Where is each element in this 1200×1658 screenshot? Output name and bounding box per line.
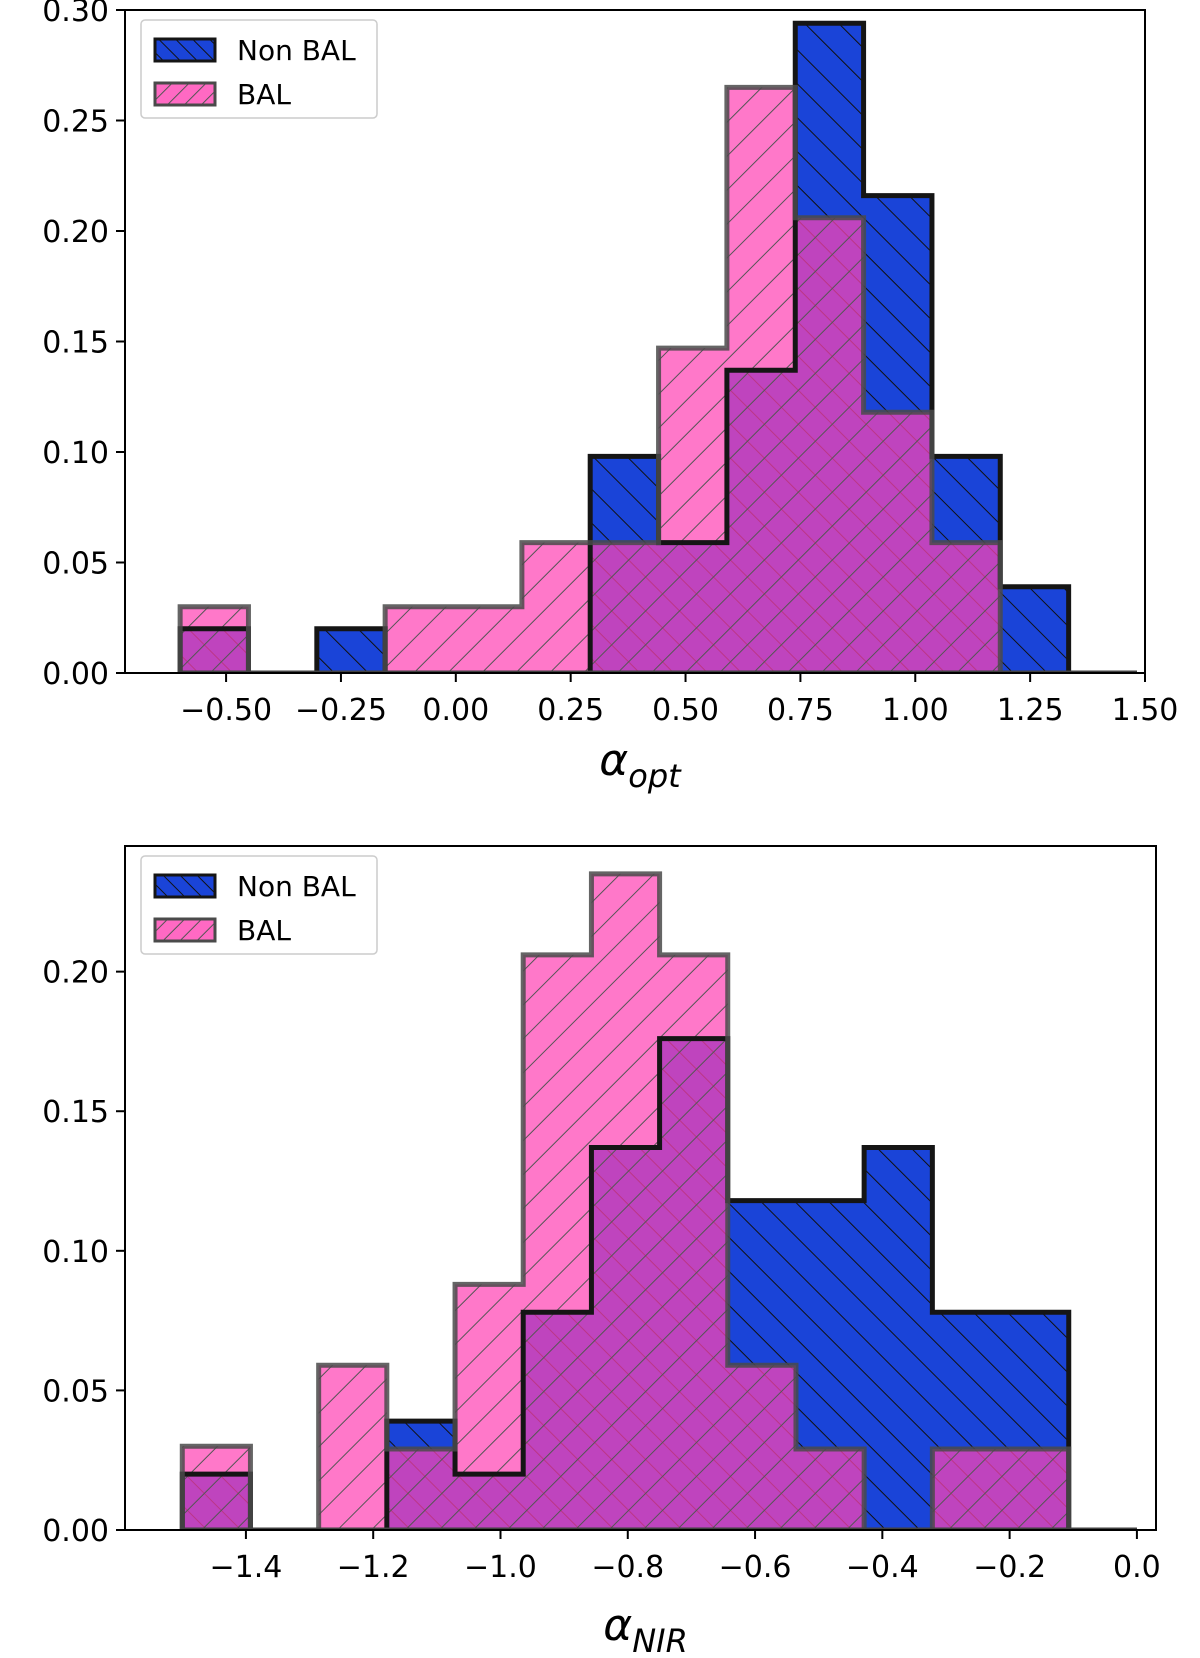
x-tick-label: −0.6 xyxy=(719,1550,792,1585)
bal-bar-9 xyxy=(796,1449,864,1530)
bal-bar-10 xyxy=(864,412,932,673)
x-tick-label: 0.00 xyxy=(422,693,489,728)
bal-bar-6 xyxy=(590,543,658,673)
bal-bar-6 xyxy=(591,874,659,1530)
bal-bar-7 xyxy=(660,955,728,1530)
legend: Non BAL BAL xyxy=(140,855,378,955)
nonbal-bar-10 xyxy=(864,1148,932,1530)
nir-histogram: −1.4 −1.2 −1.0 −0.8 −0.6 −0.4 −0.2 0.0 0.00 0.05 0… xyxy=(42,845,1161,1658)
bal-bar-11 xyxy=(932,543,1000,673)
x-tick-label: −1.2 xyxy=(337,1550,410,1585)
y-tick-label: 0.10 xyxy=(42,1235,109,1270)
legend: Non BAL BAL xyxy=(140,19,378,119)
x-tick-label: 0.75 xyxy=(767,693,834,728)
bal-bar-5 xyxy=(523,955,591,1530)
x-tick-label: −0.2 xyxy=(973,1550,1046,1585)
y-tick-label: 0.00 xyxy=(42,657,109,692)
nonbal-outline xyxy=(177,20,1137,673)
y-tick-label: 0.20 xyxy=(42,215,109,250)
x-tick-label: −0.8 xyxy=(591,1550,664,1585)
nonbal-bar-12 xyxy=(1000,587,1068,673)
x-tick-label: 0.50 xyxy=(652,693,719,728)
bal-bar-0 xyxy=(180,607,248,673)
y-tick-label: 0.05 xyxy=(42,1374,109,1409)
x-tick-label: −0.50 xyxy=(180,693,272,728)
x-tick-label: 1.50 xyxy=(1112,693,1179,728)
x-tick-label: 1.00 xyxy=(882,693,949,728)
bal-bar-8 xyxy=(727,87,795,673)
plot-area xyxy=(179,871,1137,1530)
y-tick-label: 0.05 xyxy=(42,547,109,582)
x-tick-label: −1.4 xyxy=(209,1550,282,1585)
x-axis-label: αopt xyxy=(599,735,682,795)
x-tick-label: 0.0 xyxy=(1113,1550,1161,1585)
bal-bar-2 xyxy=(319,1365,387,1530)
axes-frame xyxy=(124,845,1157,1531)
legend-swatch-nonbal xyxy=(153,37,217,63)
x-tick-label: 0.25 xyxy=(537,693,604,728)
bal-bar-8 xyxy=(728,1365,796,1530)
bal-outline xyxy=(177,84,1137,673)
legend-label-bal: BAL xyxy=(237,78,291,111)
x-tick-label: −0.25 xyxy=(295,693,387,728)
legend-swatch-bal xyxy=(153,917,217,943)
legend-swatch-nonbal xyxy=(153,873,217,899)
bal-bar-4 xyxy=(455,1284,523,1530)
y-tick-label: 0.10 xyxy=(42,436,109,471)
y-tick-label: 0.30 xyxy=(42,0,109,29)
bal-bar-3 xyxy=(385,607,453,673)
bal-bar-3 xyxy=(387,1449,455,1530)
y-tick-label: 0.15 xyxy=(42,1095,109,1130)
x-axis-label: αNIR xyxy=(603,1600,688,1658)
optical-histogram: −0.50 −0.25 0.00 0.25 0.50 0.75 1.00 1.25 1.50 0.… xyxy=(42,0,1178,795)
y-tick-label: 0.00 xyxy=(42,1514,109,1549)
legend-label-bal: BAL xyxy=(237,914,291,947)
bal-outline xyxy=(179,871,1137,1530)
nonbal-bar-2 xyxy=(317,629,385,673)
bal-bar-11 xyxy=(932,1449,1000,1530)
bal-bar-9 xyxy=(795,218,863,673)
x-tick-label: 1.25 xyxy=(997,693,1064,728)
bal-bar-7 xyxy=(659,348,727,673)
bal-bar-4 xyxy=(454,607,522,673)
bal-bar-12 xyxy=(1001,1449,1069,1530)
x-tick-label: −1.0 xyxy=(464,1550,537,1585)
nonbal-outline xyxy=(179,1036,1137,1530)
bal-bar-5 xyxy=(522,543,590,673)
y-tick-label: 0.15 xyxy=(42,326,109,361)
x-tick-label: −0.4 xyxy=(846,1550,919,1585)
legend-swatch-bal xyxy=(153,81,217,107)
y-tick-label: 0.25 xyxy=(42,105,109,140)
plot-area xyxy=(177,20,1137,673)
y-tick-label: 0.20 xyxy=(42,956,109,991)
bal-hatch xyxy=(182,873,1137,1530)
bal-bar-0 xyxy=(182,1446,250,1530)
bal-hatch xyxy=(180,87,1137,673)
legend-label-nonbal: Non BAL xyxy=(237,34,356,67)
legend-label-nonbal: Non BAL xyxy=(237,870,356,903)
